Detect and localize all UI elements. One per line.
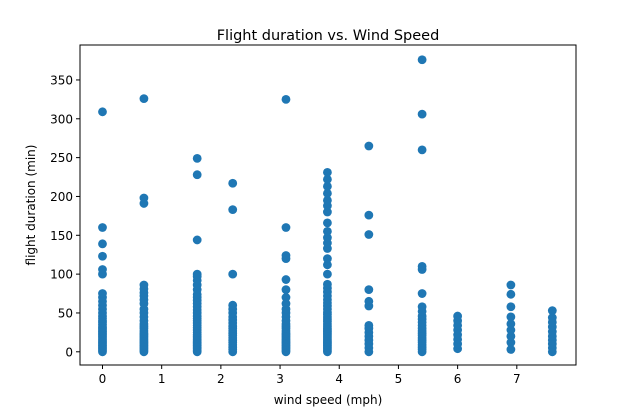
x-tick-label: 6 — [454, 372, 462, 386]
data-point — [547, 306, 557, 316]
y-tick-label: 50 — [58, 306, 73, 320]
data-point — [323, 279, 332, 289]
data-point — [323, 181, 332, 191]
x-tick-label: 0 — [99, 372, 107, 386]
data-point — [323, 233, 332, 243]
data-point — [139, 94, 149, 103]
data-point — [139, 193, 149, 203]
data-point — [323, 167, 332, 177]
data-point — [98, 107, 107, 117]
data-point — [98, 289, 107, 298]
data-point — [506, 331, 516, 341]
data-point — [323, 218, 332, 228]
data-point — [323, 195, 332, 205]
y-axis: 0 50 100 150 200 250 300 350 — [50, 73, 80, 359]
data-point — [281, 275, 291, 284]
data-point — [323, 227, 332, 236]
data-point — [364, 230, 374, 239]
data-point — [228, 300, 238, 310]
data-point — [281, 293, 291, 302]
plot-frame — [79, 44, 577, 366]
x-tick-label: 4 — [335, 372, 343, 386]
data-point — [281, 223, 291, 232]
data-point — [98, 223, 107, 232]
x-axis: 0 1 2 3 4 5 6 7 — [99, 365, 521, 386]
data-point — [323, 269, 332, 279]
x-tick-label: 1 — [158, 372, 166, 386]
data-point — [323, 254, 332, 263]
data-point — [98, 239, 107, 249]
data-point — [417, 55, 427, 65]
y-tick-label: 0 — [65, 345, 73, 359]
data-point — [506, 280, 516, 290]
x-tick-label: 7 — [513, 372, 521, 386]
data-point — [506, 289, 516, 299]
data-point — [417, 145, 427, 155]
data-point — [323, 207, 332, 217]
x-tick-label: 2 — [217, 372, 225, 386]
data-point — [417, 109, 427, 119]
data-point — [228, 205, 238, 215]
chart-title: Flight duration vs. Wind Speed — [217, 28, 440, 44]
data-point — [506, 319, 516, 329]
data-point — [192, 154, 202, 163]
data-point — [417, 302, 427, 312]
data-point — [506, 302, 516, 312]
data-point — [323, 260, 332, 270]
y-tick-label: 250 — [50, 151, 73, 165]
data-point — [281, 251, 291, 260]
y-tick-label: 100 — [50, 268, 73, 282]
data-point — [417, 289, 427, 298]
data-point — [323, 174, 332, 184]
data-point — [506, 325, 516, 335]
data-point — [192, 235, 202, 245]
y-tick-label: 200 — [50, 190, 73, 204]
y-tick-label: 150 — [50, 229, 73, 243]
data-point — [281, 285, 291, 295]
data-point — [228, 178, 238, 188]
data-point — [364, 285, 374, 295]
data-point — [364, 320, 374, 330]
data-point — [364, 210, 374, 220]
data-point — [506, 312, 516, 322]
data-point — [364, 296, 374, 306]
data-point — [98, 251, 107, 261]
data-point — [506, 345, 516, 354]
data-point — [139, 280, 149, 290]
points-layer — [98, 55, 557, 357]
data-point — [364, 141, 374, 151]
y-tick-label: 350 — [50, 73, 73, 87]
data-point — [547, 313, 557, 323]
data-point — [98, 265, 107, 274]
data-point — [453, 311, 463, 321]
data-point — [192, 170, 202, 180]
data-point — [281, 299, 291, 309]
data-point — [192, 269, 202, 279]
data-point — [228, 269, 238, 279]
y-tick-label: 300 — [50, 112, 73, 126]
x-tick-label: 5 — [395, 372, 403, 386]
x-axis-label: wind speed (mph) — [274, 393, 383, 407]
x-tick-label: 3 — [276, 372, 284, 386]
y-axis-label: flight duration (min) — [24, 145, 38, 266]
data-point — [506, 338, 516, 347]
data-point — [417, 261, 427, 271]
data-point — [281, 94, 291, 104]
data-point — [323, 188, 332, 198]
